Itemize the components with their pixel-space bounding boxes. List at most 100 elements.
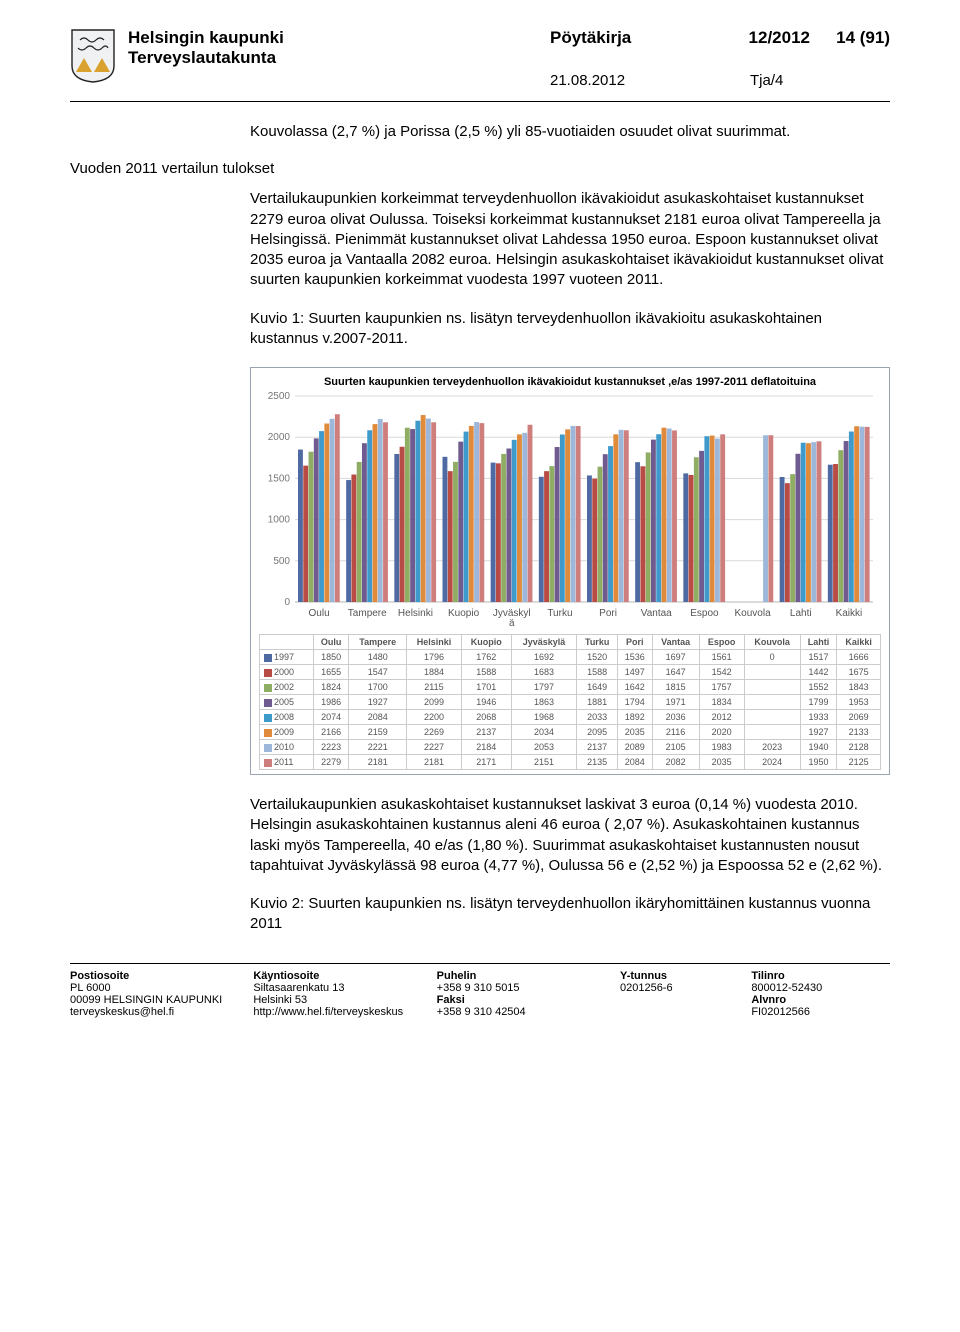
table-cell	[744, 680, 800, 695]
svg-text:2000: 2000	[268, 432, 291, 443]
year-label: 2002	[274, 682, 294, 692]
bar	[309, 452, 314, 602]
table-col-header: Kouvola	[744, 635, 800, 650]
table-cell: 2068	[461, 710, 511, 725]
table-cell: 1950	[800, 755, 837, 770]
table-cell: 1953	[837, 695, 881, 710]
bar	[335, 414, 340, 602]
bar	[346, 480, 351, 602]
bar	[598, 467, 603, 602]
table-cell: 2133	[837, 725, 881, 740]
bar	[699, 451, 704, 602]
table-cell	[744, 710, 800, 725]
table-cell: 2135	[577, 755, 618, 770]
page: Helsingin kaupunki Pöytäkirja 12/2012 14…	[0, 0, 960, 1058]
city-crest-icon	[70, 28, 116, 84]
table-cell: 1536	[617, 650, 652, 665]
footer-c3-l2: Faksi	[437, 994, 610, 1006]
bar	[367, 430, 372, 602]
table-cell: 2181	[407, 755, 462, 770]
table-cell: 1552	[800, 680, 837, 695]
table-cell: 1968	[511, 710, 577, 725]
table-cell: 1971	[652, 695, 699, 710]
year-label: 2010	[274, 742, 294, 752]
table-cell: 2279	[314, 755, 349, 770]
bar	[651, 440, 656, 602]
table-cell: 1797	[511, 680, 577, 695]
bar	[576, 426, 581, 602]
doc-type: Pöytäkirja	[550, 28, 710, 48]
bar	[667, 429, 672, 602]
table-cell: 2089	[617, 740, 652, 755]
legend-swatch	[264, 744, 272, 752]
bar	[319, 431, 324, 602]
svg-text:Espoo: Espoo	[690, 608, 719, 619]
bar	[785, 483, 790, 602]
table-cell: 1834	[699, 695, 744, 710]
bar	[672, 430, 677, 602]
footer-c2-l1: Siltasaarenkatu 13	[253, 982, 426, 994]
table-cell: 2269	[407, 725, 462, 740]
table-cell: 2095	[577, 725, 618, 740]
footer-col-3: Puhelin +358 9 310 5015 Faksi +358 9 310…	[437, 970, 610, 1018]
table-row: 2000165515471884158816831588149716471542…	[260, 665, 881, 680]
table-cell: 1824	[314, 680, 349, 695]
bar	[464, 432, 469, 602]
paragraph-3: Kuvio 1: Suurten kaupunkien ns. lisätyn …	[250, 309, 890, 350]
bar	[640, 466, 645, 602]
footer-c2-l3: http://www.hel.fi/terveyskeskus	[253, 1006, 426, 1018]
table-cell: 1517	[800, 650, 837, 665]
table-cell: 1757	[699, 680, 744, 695]
bar	[330, 419, 335, 602]
bar	[491, 463, 496, 602]
bar	[517, 434, 522, 602]
table-cell: 1701	[461, 680, 511, 695]
org-board: Terveyslautakunta	[128, 48, 890, 68]
footer-c5-l1: 800012-52430	[751, 982, 890, 994]
table-cell: 1884	[407, 665, 462, 680]
bar	[780, 477, 785, 602]
footer-rule	[70, 963, 890, 964]
table-col-header: Espoo	[699, 635, 744, 650]
bar	[405, 428, 410, 602]
table-cell: 2035	[617, 725, 652, 740]
table-cell: 2074	[314, 710, 349, 725]
table-cell: 2099	[407, 695, 462, 710]
table-cell: 2115	[407, 680, 462, 695]
table-row: 2011227921812181217121512135208420822035…	[260, 755, 881, 770]
table-row: 2005198619272099194618631881179419711834…	[260, 695, 881, 710]
bar	[806, 443, 811, 602]
bar	[859, 427, 864, 602]
footer-h4: Y-tunnus	[620, 970, 741, 982]
table-cell: 1647	[652, 665, 699, 680]
bar	[415, 421, 420, 602]
bar	[790, 474, 795, 602]
bar	[587, 475, 592, 602]
footer-c1-l2: 00099 HELSINGIN KAUPUNKI	[70, 994, 243, 1006]
bar	[431, 422, 436, 602]
table-cell: 1655	[314, 665, 349, 680]
body-indented: Kouvolassa (2,7 %) ja Porissa (2,5 %) yl…	[250, 122, 890, 142]
bar	[710, 436, 715, 602]
bar	[865, 427, 870, 602]
table-cell: 1542	[699, 665, 744, 680]
table-cell: 1675	[837, 665, 881, 680]
doc-date: 21.08.2012	[550, 72, 710, 89]
bar	[426, 418, 431, 602]
bar	[795, 454, 800, 602]
footer-c5-l3: FI02012566	[751, 1006, 890, 1018]
table-cell: 1796	[407, 650, 462, 665]
table-col-header: Kuopio	[461, 635, 511, 650]
table-cell: 1588	[577, 665, 618, 680]
bar	[400, 447, 405, 602]
bar	[506, 448, 511, 602]
table-cell: 2128	[837, 740, 881, 755]
bar	[683, 473, 688, 602]
table-cell: 2020	[699, 725, 744, 740]
table-cell: 2033	[577, 710, 618, 725]
table-cell: 1843	[837, 680, 881, 695]
table-cell: 1940	[800, 740, 837, 755]
table-cell: 1892	[617, 710, 652, 725]
table-cell: 1642	[617, 680, 652, 695]
table-cell: 2227	[407, 740, 462, 755]
